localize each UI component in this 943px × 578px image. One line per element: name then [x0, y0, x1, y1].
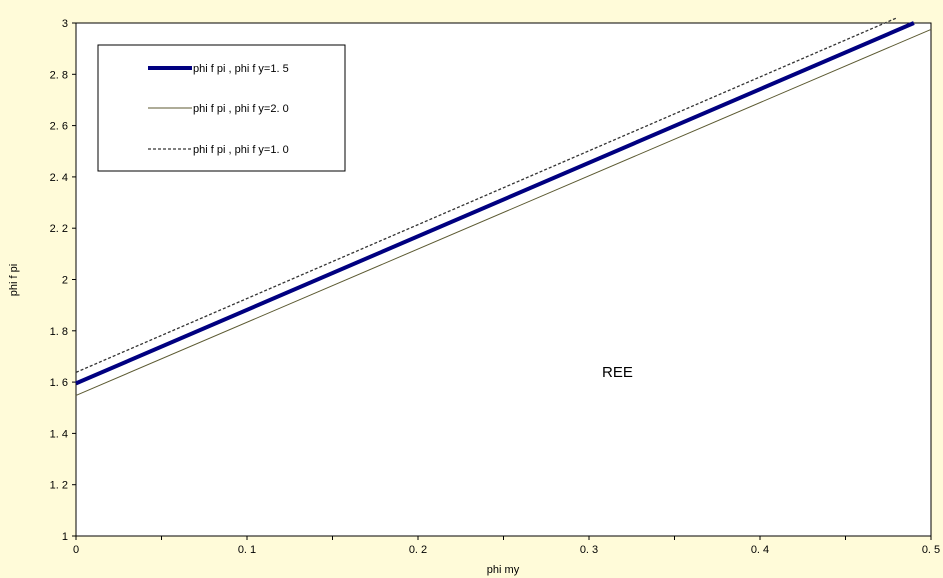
y-tick-label: 2 [62, 275, 68, 287]
annotation-ree: REE [602, 364, 633, 381]
y-tick-label: 1. 4 [50, 428, 68, 440]
series-group [75, 17, 932, 396]
x-axis-title: phi my [487, 564, 520, 576]
y-tick-label: 1. 2 [50, 480, 68, 492]
x-tick-label: 0. 2 [409, 544, 427, 556]
y-tick-label: 1 [62, 531, 68, 543]
y-tick-label: 2. 6 [50, 121, 68, 133]
legend-label: phi f pi , phi f y=2. 0 [193, 103, 289, 115]
x-tick-label: 0. 1 [238, 544, 256, 556]
y-tick-label: 2. 4 [50, 172, 68, 184]
x-tick-label: 0. 5 [922, 544, 940, 556]
legend-label: phi f pi , phi f y=1. 0 [193, 144, 289, 156]
x-tick-label: 0. 3 [580, 544, 598, 556]
series-line-3 [75, 17, 898, 373]
y-axis-title: phi f pi [8, 264, 20, 296]
legend: phi f pi , phi f y=1. 5 phi f pi , phi f … [97, 44, 346, 172]
y-tick-label: 1. 8 [50, 326, 68, 338]
y-tick-label: 2. 2 [50, 223, 68, 235]
y-tick-label: 3 [62, 18, 68, 30]
series-line-1 [75, 21, 915, 386]
x-axis: 0 0. 1 0. 2 0. 3 0. 4 0. 5 [73, 536, 940, 556]
series-line-2 [75, 28, 932, 396]
y-axis: 1 1. 2 1. 4 1. 6 1. 8 2 2. 2 2. 4 2. 6 2. 8 3 [50, 18, 76, 543]
x-tick-label: 0. 4 [751, 544, 769, 556]
y-tick-label: 2. 8 [50, 69, 68, 81]
x-tick-label: 0 [73, 544, 79, 556]
legend-label: phi f pi , phi f y=1. 5 [193, 63, 289, 75]
legend-box [97, 44, 346, 172]
y-tick-label: 1. 6 [50, 377, 68, 389]
